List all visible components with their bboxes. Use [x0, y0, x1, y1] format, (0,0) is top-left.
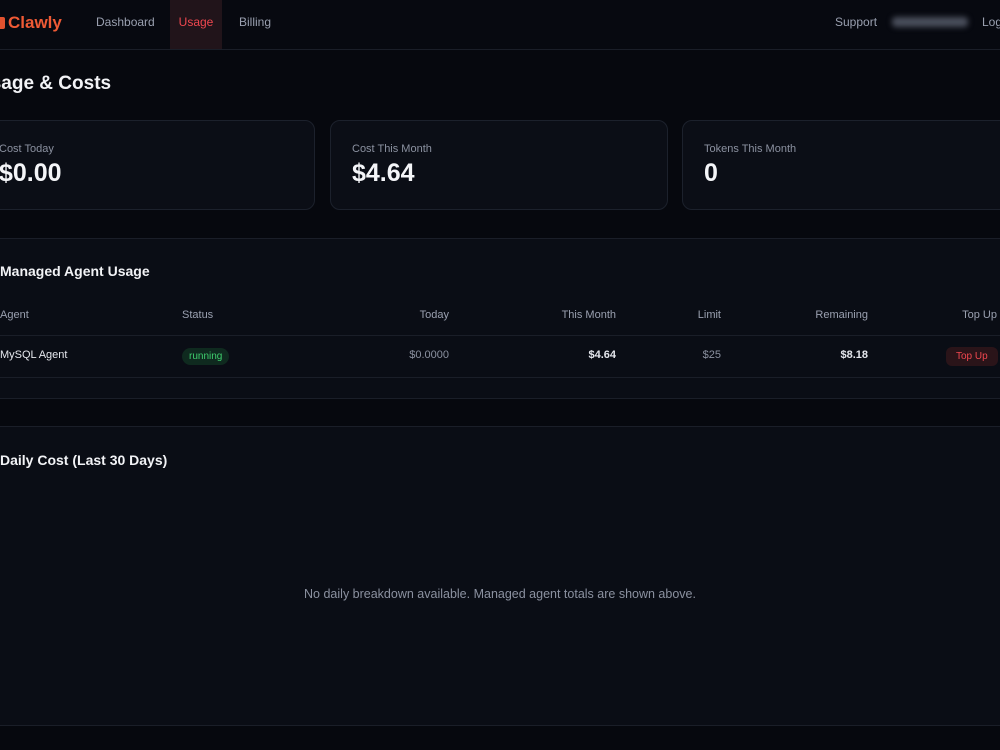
managed-agent-panel: Managed Agent Usage Agent Status Today T… — [0, 238, 1000, 399]
col-remaining: Remaining — [815, 309, 868, 321]
col-topup: Top Up — [962, 309, 997, 321]
card-cost-today: Cost Today $0.00 — [0, 120, 315, 210]
section-title: Daily Cost (Last 30 Days) — [0, 452, 168, 468]
col-today: Today — [419, 309, 449, 321]
col-month: This Month — [561, 309, 616, 321]
daily-cost-panel: Daily Cost (Last 30 Days) No daily break… — [0, 426, 1000, 726]
support-link[interactable]: Support — [835, 15, 878, 29]
top-nav: Clawly Dashboard Usage Billing Support L… — [0, 0, 1000, 50]
limit: $25 — [702, 349, 721, 361]
col-status: Status — [182, 309, 214, 321]
month-cost: $4.64 — [588, 349, 616, 361]
card-tokens-month: Tokens This Month 0 — [682, 120, 1000, 210]
top-up-button[interactable]: Top Up — [946, 347, 998, 366]
col-agent: Agent — [0, 309, 29, 321]
logout-link[interactable]: Log — [982, 15, 1000, 29]
card-value: $4.64 — [352, 159, 415, 187]
nav-dashboard[interactable]: Dashboard — [96, 15, 155, 29]
empty-state: No daily breakdown available. Managed ag… — [304, 587, 696, 601]
nav-billing[interactable]: Billing — [239, 15, 272, 29]
page-title: Usage & Costs — [0, 73, 112, 94]
section-title: Managed Agent Usage — [0, 263, 150, 279]
user-name-redacted[interactable] — [892, 17, 968, 27]
card-label: Cost Today — [0, 143, 54, 155]
divider — [0, 335, 1000, 336]
card-label: Tokens This Month — [704, 143, 797, 155]
card-cost-month: Cost This Month $4.64 — [330, 120, 668, 210]
card-label: Cost This Month — [352, 143, 432, 155]
divider — [0, 377, 1000, 378]
remaining: $8.18 — [840, 349, 868, 361]
agent-name: MySQL Agent — [0, 349, 68, 361]
status-badge: running — [182, 348, 230, 365]
today-cost: $0.0000 — [409, 349, 449, 361]
logo[interactable]: Clawly — [8, 13, 62, 32]
card-value: $0.00 — [0, 159, 62, 187]
col-limit: Limit — [697, 309, 721, 321]
logo-icon — [0, 17, 5, 29]
card-value: 0 — [704, 159, 718, 187]
nav-usage[interactable]: Usage — [170, 0, 222, 49]
